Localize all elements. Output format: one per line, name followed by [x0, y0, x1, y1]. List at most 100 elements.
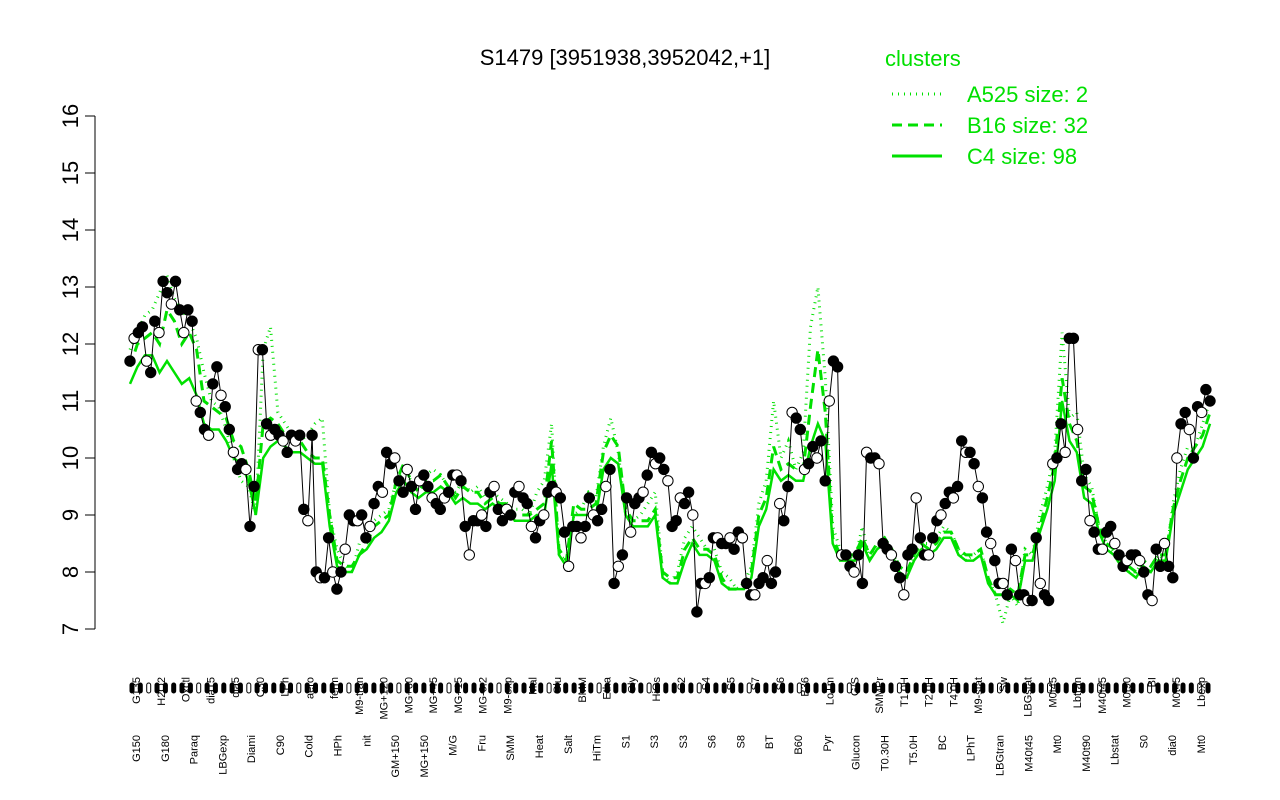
- data-point: [1030, 532, 1042, 544]
- data-point: [1105, 520, 1117, 533]
- x-tick-label: T5.0H: [908, 735, 920, 765]
- x-rug-mark: [821, 682, 827, 694]
- data-point: [1204, 395, 1216, 407]
- x-rug-mark: [488, 682, 494, 694]
- x-tick-label: B60: [793, 735, 805, 755]
- x-rug-mark: [880, 682, 886, 694]
- data-point: [538, 509, 550, 521]
- data-point: [149, 315, 161, 327]
- x-tick-label: M9-exp: [503, 677, 515, 714]
- data-point: [815, 435, 827, 447]
- data-point: [687, 509, 699, 521]
- x-rug-mark: [1055, 682, 1061, 694]
- x-tick-label: G180: [160, 735, 172, 762]
- x-tick-label: SMM: [505, 735, 517, 761]
- x-rug-mark: [938, 682, 944, 694]
- data-point: [1005, 543, 1018, 555]
- data-point: [393, 475, 405, 487]
- x-tick-label: BMM: [577, 677, 589, 703]
- x-rug-mark: [988, 682, 994, 694]
- x-rug-mark: [1180, 682, 1186, 694]
- x-tick-label: M0t45: [1047, 677, 1059, 708]
- data-point: [488, 480, 500, 493]
- data-point: [968, 458, 980, 470]
- data-point: [496, 515, 509, 527]
- x-tick-label: G150: [131, 735, 143, 762]
- x-rug-mark: [446, 682, 452, 694]
- x-rug-mark: [563, 682, 569, 694]
- x-rug-mark: [329, 682, 335, 694]
- data-point: [1183, 423, 1196, 436]
- data-point: [165, 298, 178, 310]
- x-tick-label: M40t45: [1023, 735, 1035, 772]
- x-tick-label: BI: [1147, 677, 1159, 687]
- data-point: [480, 520, 492, 533]
- x-rug-mark: [755, 682, 761, 694]
- x-tick-label: Etha: [602, 676, 614, 700]
- x-tick-label: Lbexp: [1196, 677, 1208, 707]
- x-tick-label: M9-stat: [973, 677, 985, 714]
- x-tick-label: Heat: [534, 735, 546, 758]
- x-rug-mark: [454, 682, 460, 694]
- data-point: [1138, 566, 1150, 578]
- x-rug-mark: [1072, 682, 1077, 694]
- data-point: [256, 344, 269, 356]
- data-point: [790, 412, 802, 424]
- data-point: [894, 572, 906, 584]
- x-rug-mark: [721, 682, 727, 694]
- x-tick-label: dia5: [230, 677, 242, 698]
- x-rug-mark: [680, 682, 685, 694]
- x-rug-mark: [146, 682, 152, 694]
- data-point: [405, 480, 418, 493]
- data-point: [145, 366, 157, 379]
- x-rug-mark: [805, 682, 811, 694]
- x-tick-label: aero: [304, 677, 316, 699]
- x-tick-label: T4.0H: [948, 677, 960, 707]
- data-point: [140, 355, 153, 367]
- data-point: [947, 492, 960, 504]
- data-point: [935, 509, 947, 521]
- x-tick-label: S0: [1138, 735, 1150, 748]
- data-point: [401, 463, 413, 476]
- data-point: [885, 549, 898, 561]
- x-rug-mark: [1197, 682, 1203, 694]
- x-rug-mark: [788, 682, 794, 694]
- x-rug-mark: [204, 682, 210, 694]
- x-rug-mark: [963, 682, 969, 694]
- data-point: [612, 560, 624, 572]
- data-point: [157, 275, 169, 287]
- x-rug-mark: [1063, 682, 1069, 694]
- data-point: [956, 435, 968, 447]
- x-tick-label: HiTm: [592, 735, 604, 761]
- data-point: [637, 486, 649, 498]
- data-point: [600, 480, 612, 493]
- data-point: [376, 486, 389, 498]
- x-rug-mark: [504, 682, 510, 694]
- x-rug-mark: [1122, 682, 1128, 694]
- x-tick-label: GM+150: [390, 735, 402, 778]
- data-point: [124, 355, 136, 367]
- data-point: [397, 486, 409, 498]
- data-point: [1071, 423, 1084, 436]
- data-point: [153, 326, 165, 339]
- data-point: [596, 503, 608, 515]
- x-rug-mark: [746, 682, 752, 694]
- x-rug-mark: [187, 682, 193, 694]
- x-tick-label: MG+15: [453, 677, 465, 713]
- data-point: [922, 549, 935, 561]
- x-rug-mark: [1155, 682, 1161, 694]
- x-rug-mark: [229, 682, 235, 694]
- data-point: [794, 423, 806, 436]
- x-rug-mark: [529, 682, 535, 694]
- data-point: [1200, 383, 1212, 396]
- data-point: [807, 440, 819, 453]
- x-rug-mark: [913, 682, 919, 694]
- x-rug-mark: [313, 682, 318, 694]
- data-point: [529, 532, 542, 544]
- data-point: [409, 503, 422, 515]
- x-rug-mark: [613, 682, 619, 694]
- x-tick-label: S3: [649, 735, 661, 748]
- x-rug-mark: [730, 682, 736, 694]
- y-tick-label: 10: [58, 446, 83, 470]
- x-rug-mark: [738, 682, 744, 694]
